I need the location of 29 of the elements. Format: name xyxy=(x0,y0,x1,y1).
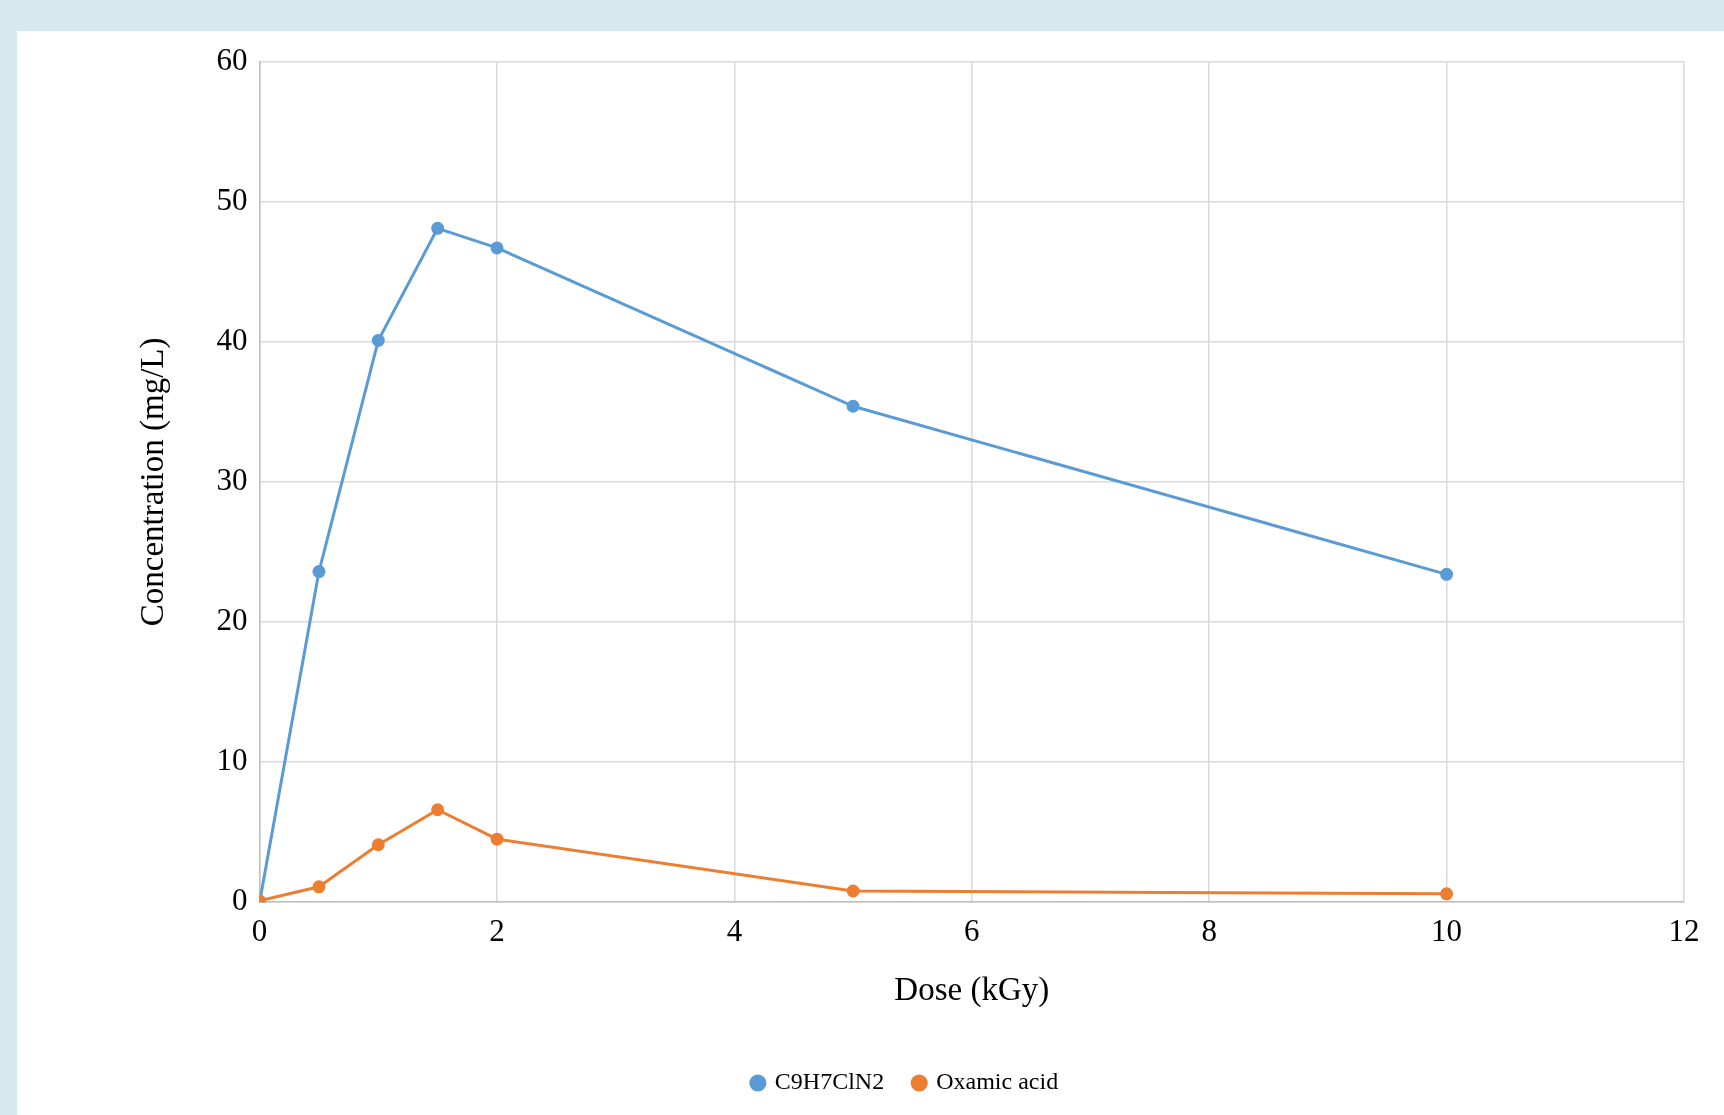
point xyxy=(371,333,385,347)
x-tick-label: 12 xyxy=(1668,912,1700,948)
x-tick-label: 8 xyxy=(1201,912,1217,948)
x-tick-label: 10 xyxy=(1431,912,1463,948)
point xyxy=(490,241,504,255)
point xyxy=(1440,887,1454,901)
y-axis-title: Concentration (mg/L) xyxy=(134,337,172,627)
y-tick-label: 40 xyxy=(216,321,248,357)
legend-label: C9H7ClN2 xyxy=(774,1068,885,1095)
x-tick-label: 2 xyxy=(489,912,505,948)
x-axis-title: Dose (kGy) xyxy=(894,970,1050,1008)
point xyxy=(431,221,445,235)
x-tick-label: 6 xyxy=(964,912,980,948)
y-tick-label: 0 xyxy=(232,882,248,918)
legend-label: Oxamic acid xyxy=(936,1068,1059,1095)
y-tick-label: 30 xyxy=(216,462,248,498)
y-tick-label: 60 xyxy=(216,41,248,77)
point xyxy=(1440,567,1454,581)
y-tick-label: 10 xyxy=(216,742,248,778)
point xyxy=(846,399,860,413)
point xyxy=(312,565,326,579)
point xyxy=(312,880,326,894)
y-tick-label: 20 xyxy=(216,602,248,638)
point xyxy=(490,832,504,846)
x-tick-label: 4 xyxy=(726,912,743,948)
point xyxy=(846,884,860,898)
y-tick-label: 50 xyxy=(216,181,248,217)
point xyxy=(431,803,445,817)
point xyxy=(371,838,385,852)
